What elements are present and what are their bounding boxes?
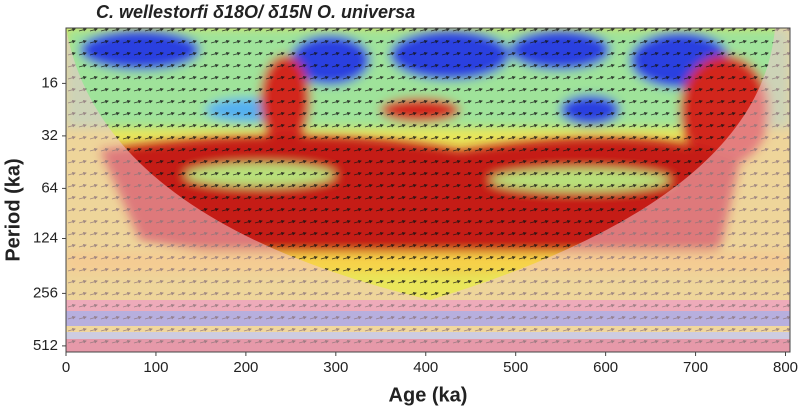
- y-tick-label: 64: [41, 179, 58, 196]
- x-tick-label: 400: [413, 359, 438, 376]
- y-axis-title: Period (ka): [2, 158, 24, 261]
- x-tick-label: 200: [233, 359, 258, 376]
- x-tick-label: 300: [323, 359, 348, 376]
- x-tick-label: 100: [143, 359, 168, 376]
- x-tick-label: 500: [503, 359, 528, 376]
- x-tick-label: 700: [683, 359, 708, 376]
- x-tick-label: 600: [593, 359, 618, 376]
- x-axis-title: Age (ka): [389, 384, 468, 406]
- x-tick-label: 0: [62, 359, 70, 376]
- x-tick-label: 800: [773, 359, 798, 376]
- y-tick-label: 32: [41, 127, 58, 144]
- wavelet-field: [66, 28, 790, 352]
- y-tick-label: 124: [33, 229, 58, 246]
- y-tick-label: 512: [33, 337, 58, 354]
- chart-title: C. wellestorfi δ18O/ δ15N O. universa: [96, 2, 415, 22]
- y-tick-label: 16: [41, 74, 58, 91]
- y-tick-label: 256: [33, 284, 58, 301]
- plot-frame: [65, 27, 791, 353]
